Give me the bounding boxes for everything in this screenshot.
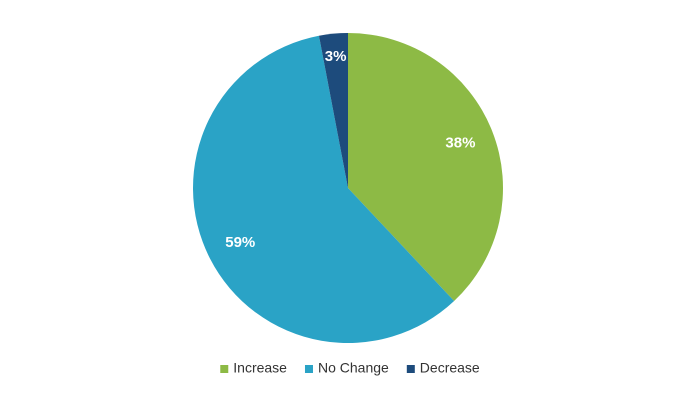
legend-swatch	[220, 365, 229, 373]
value-label: 3%	[325, 48, 347, 65]
legend-label: Increase	[233, 360, 287, 376]
pie-slice	[192, 35, 455, 344]
legend-swatch	[406, 365, 415, 373]
legend-swatch	[304, 365, 313, 373]
value-label: 59%	[225, 234, 255, 251]
legend-label: No Change	[318, 360, 389, 376]
legend-label: Decrease	[420, 360, 480, 376]
pie-slice	[348, 33, 503, 301]
value-label: 38%	[445, 134, 475, 151]
pie-slice	[318, 33, 348, 188]
